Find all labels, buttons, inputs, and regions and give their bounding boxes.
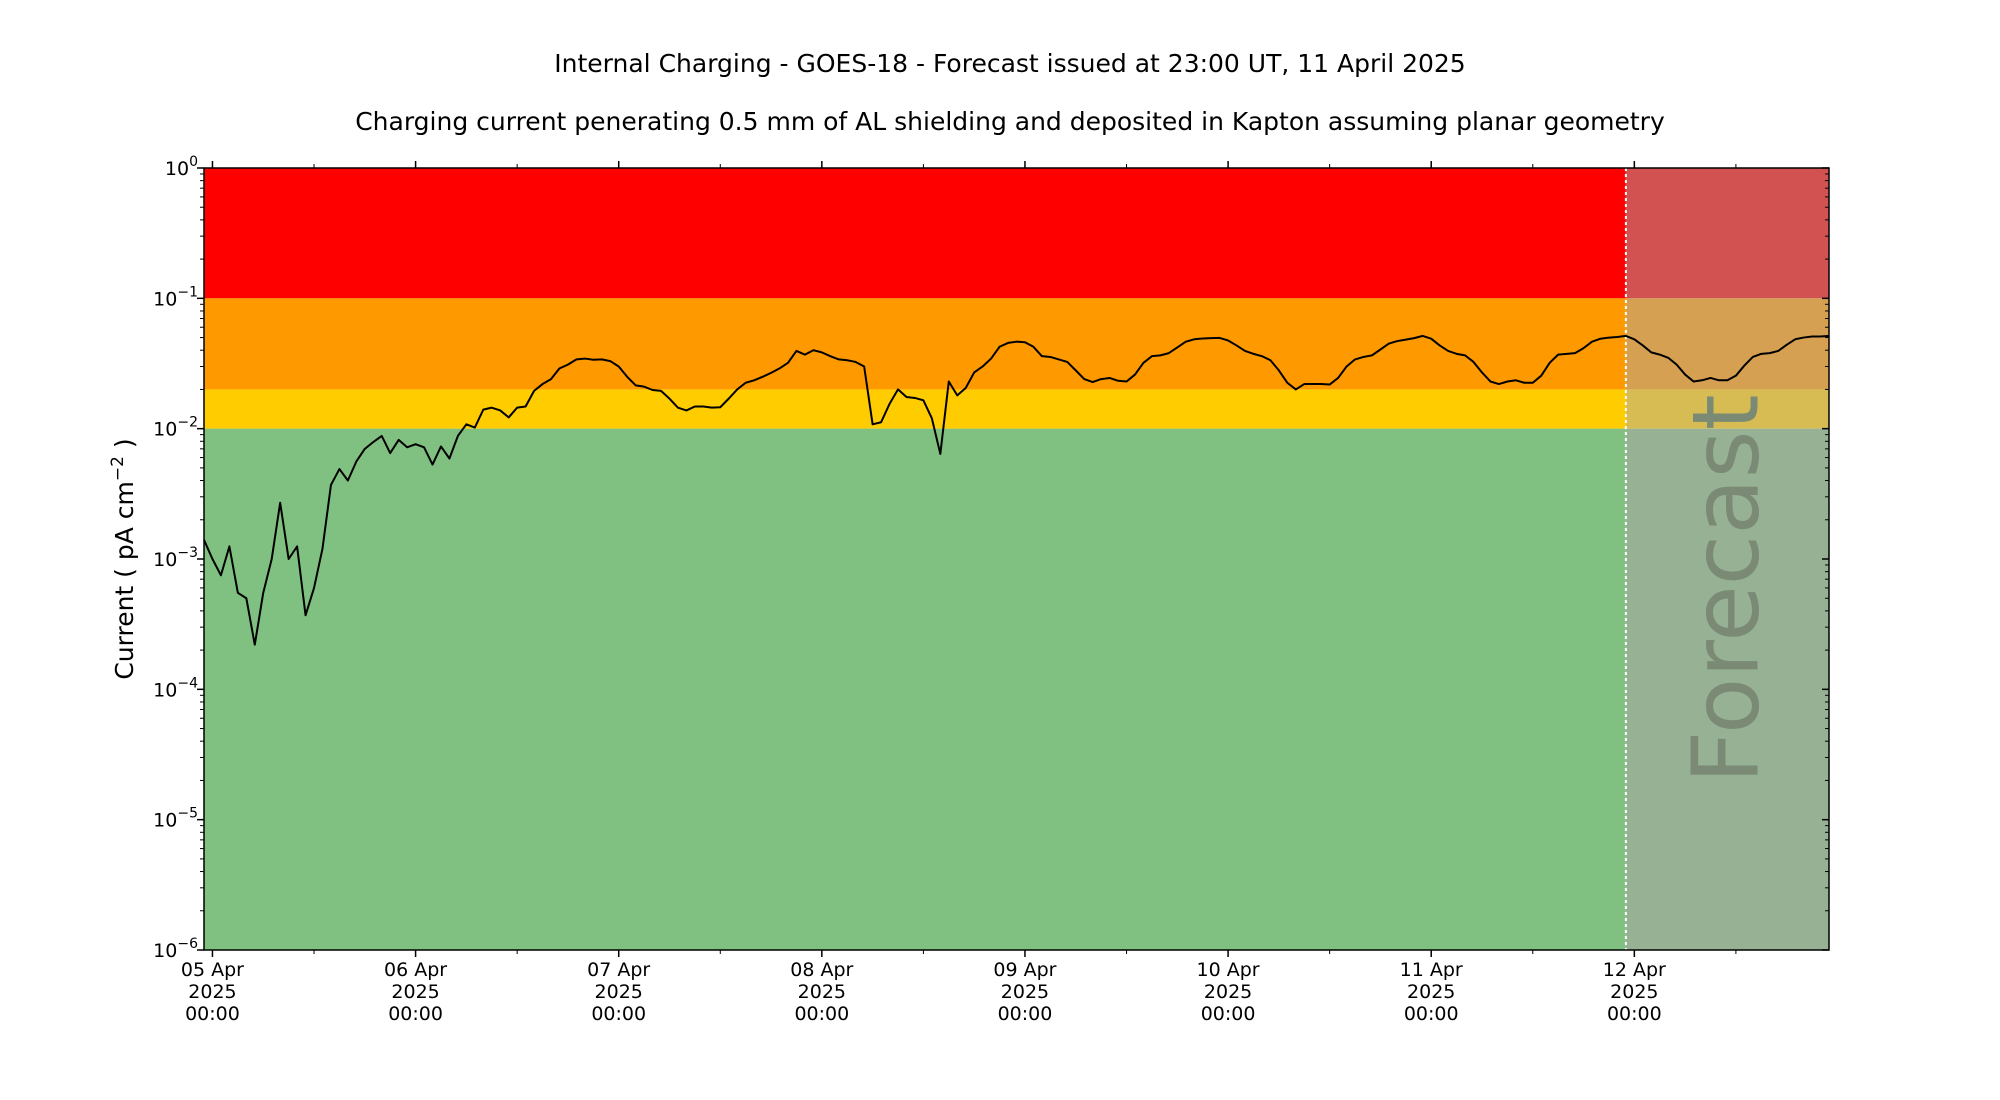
- threshold-bands: [204, 168, 1829, 951]
- x-tick-label-0-0: 05 Apr: [181, 959, 244, 981]
- chart-title: Internal Charging - GOES-18 - Forecast i…: [554, 49, 1465, 78]
- x-tick-label-5-0: 10 Apr: [1197, 959, 1260, 981]
- chart-subtitle: Charging current penerating 0.5 mm of AL…: [355, 107, 1665, 136]
- band-observed-0: [204, 168, 1626, 299]
- forecast-label: Forecast: [1672, 394, 1779, 783]
- band-forecast-0: [1625, 168, 1829, 299]
- y-axis-label: Current ( pA cm−2 ): [108, 438, 139, 679]
- series-line-0: [203, 334, 1830, 646]
- x-tick-label-4-2: 00:00: [998, 1003, 1053, 1025]
- x-tick-label-2-2: 00:00: [591, 1003, 646, 1025]
- x-tick-label-5-2: 00:00: [1201, 1003, 1256, 1025]
- x-tick-label-6-2: 00:00: [1404, 1003, 1459, 1025]
- y-tick-label-1: 10−5: [153, 806, 198, 832]
- x-tick-label-7-0: 12 Apr: [1603, 959, 1666, 981]
- band-forecast-3: [1625, 428, 1829, 951]
- x-tick-label-0-1: 2025: [188, 981, 236, 1003]
- x-tick-label-2-0: 07 Apr: [587, 959, 650, 981]
- y-tick-label-3: 10−3: [153, 545, 198, 571]
- current-series: [203, 334, 1830, 646]
- band-observed-2: [204, 389, 1626, 429]
- x-tick-label-4-1: 2025: [1001, 981, 1049, 1003]
- x-tick-label-6-0: 11 Apr: [1400, 959, 1463, 981]
- band-observed-1: [204, 298, 1626, 390]
- x-tick-label-1-0: 06 Apr: [384, 959, 447, 981]
- x-tick-label-3-0: 08 Apr: [790, 959, 853, 981]
- band-forecast-2: [1625, 389, 1829, 429]
- y-tick-label-4: 10−2: [153, 415, 198, 441]
- x-tick-label-7-2: 00:00: [1607, 1003, 1662, 1025]
- x-tick-label-4-0: 09 Apr: [993, 959, 1056, 981]
- forecast-region: Forecast: [1624, 168, 1779, 950]
- band-observed-3: [204, 428, 1626, 951]
- y-tick-label-2: 10−4: [153, 675, 198, 701]
- x-tick-label-0-2: 00:00: [185, 1003, 240, 1025]
- x-tick-label-7-1: 2025: [1610, 981, 1658, 1003]
- x-tick-label-3-2: 00:00: [794, 1003, 849, 1025]
- x-tick-label-5-1: 2025: [1204, 981, 1252, 1003]
- y-tick-label-5: 10−1: [153, 284, 198, 310]
- x-tick-label-1-1: 2025: [391, 981, 439, 1003]
- x-tick-label-2-1: 2025: [595, 981, 643, 1003]
- x-tick-label-1-2: 00:00: [388, 1003, 443, 1025]
- y-tick-label-0: 10−6: [153, 936, 198, 962]
- x-tick-label-3-1: 2025: [798, 981, 846, 1003]
- y-tick-label-6: 100: [165, 154, 198, 180]
- x-tick-label-6-1: 2025: [1407, 981, 1455, 1003]
- band-forecast-1: [1625, 298, 1829, 390]
